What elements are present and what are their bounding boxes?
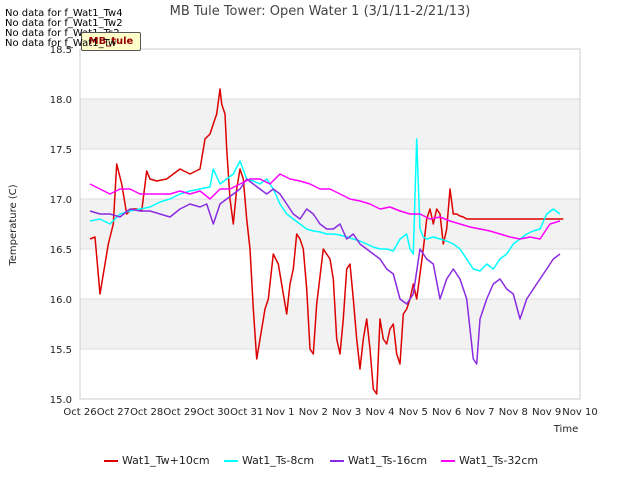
grid-band <box>80 199 580 249</box>
y-axis-label: Temperature (C) <box>8 184 19 266</box>
legend-swatch <box>441 460 455 462</box>
chart-title: MB Tule Tower: Open Water 1 (3/1/11-2/21… <box>170 4 471 19</box>
legend-swatch <box>224 460 238 462</box>
grid-band <box>80 99 580 149</box>
y-tick-label: 16.0 <box>50 295 72 306</box>
x-tick-label: Nov 5 <box>399 407 428 418</box>
series-line-wat1-ts-16cm <box>89 178 561 365</box>
legend-label: Wat1_Ts-16cm <box>348 454 428 467</box>
no-data-message: No data for f_Wat1_Tw2 <box>5 18 123 29</box>
y-tick-label: 18.0 <box>50 95 72 106</box>
x-tick-label: Nov 9 <box>532 407 561 418</box>
no-data-message: No data for f_Wat1_Ts2 <box>5 28 120 39</box>
legend: Wat1_Tw+10cm Wat1_Ts-8cm Wat1_Ts-16cm Wa… <box>0 452 640 470</box>
x-tick-label: Nov 3 <box>332 407 361 418</box>
y-tick-label: 15.0 <box>50 395 72 406</box>
y-tick-label: 15.5 <box>50 345 72 356</box>
series-line-wat1-tw-10cm <box>89 88 564 395</box>
no-data-message: No data for f_Wat1_Tw4 <box>5 8 123 19</box>
y-tick-label: 17.5 <box>50 145 72 156</box>
legend-label: Wat1_Ts-32cm <box>459 454 539 467</box>
x-tick-label: Nov 7 <box>465 407 494 418</box>
x-tick-label: Oct 28 <box>130 407 163 418</box>
x-tick-label: Oct 26 <box>63 407 96 418</box>
legend-swatch <box>104 460 118 462</box>
x-tick-label: Nov 2 <box>299 407 328 418</box>
x-tick-label: Oct 29 <box>163 407 196 418</box>
x-tick-label: Oct 27 <box>97 407 130 418</box>
x-tick-label: Nov 6 <box>432 407 461 418</box>
x-axis-label: Time <box>553 424 578 435</box>
x-tick-label: Oct 31 <box>230 407 263 418</box>
legend-label: Wat1_Tw+10cm <box>122 454 210 467</box>
x-tick-label: Nov 4 <box>365 407 394 418</box>
legend-label: Wat1_Ts-8cm <box>242 454 315 467</box>
x-tick-label: Nov 10 <box>562 407 597 418</box>
series-line-wat1-ts-32cm <box>89 173 561 240</box>
grid-band <box>80 299 580 349</box>
x-tick-label: Oct 30 <box>197 407 230 418</box>
y-tick-label: 17.0 <box>50 195 72 206</box>
legend-swatch <box>330 460 344 462</box>
series-line-wat1-ts-8cm <box>89 138 561 272</box>
x-tick-label: Nov 1 <box>265 407 294 418</box>
site-badge[interactable]: MB_tule <box>81 32 141 51</box>
y-tick-label: 16.5 <box>50 245 72 256</box>
y-tick-label: 18.5 <box>50 45 72 56</box>
no-data-message: No data for f_Wat1_Tw <box>5 38 117 49</box>
x-tick-label: Nov 8 <box>499 407 528 418</box>
plot-frame <box>79 48 581 400</box>
